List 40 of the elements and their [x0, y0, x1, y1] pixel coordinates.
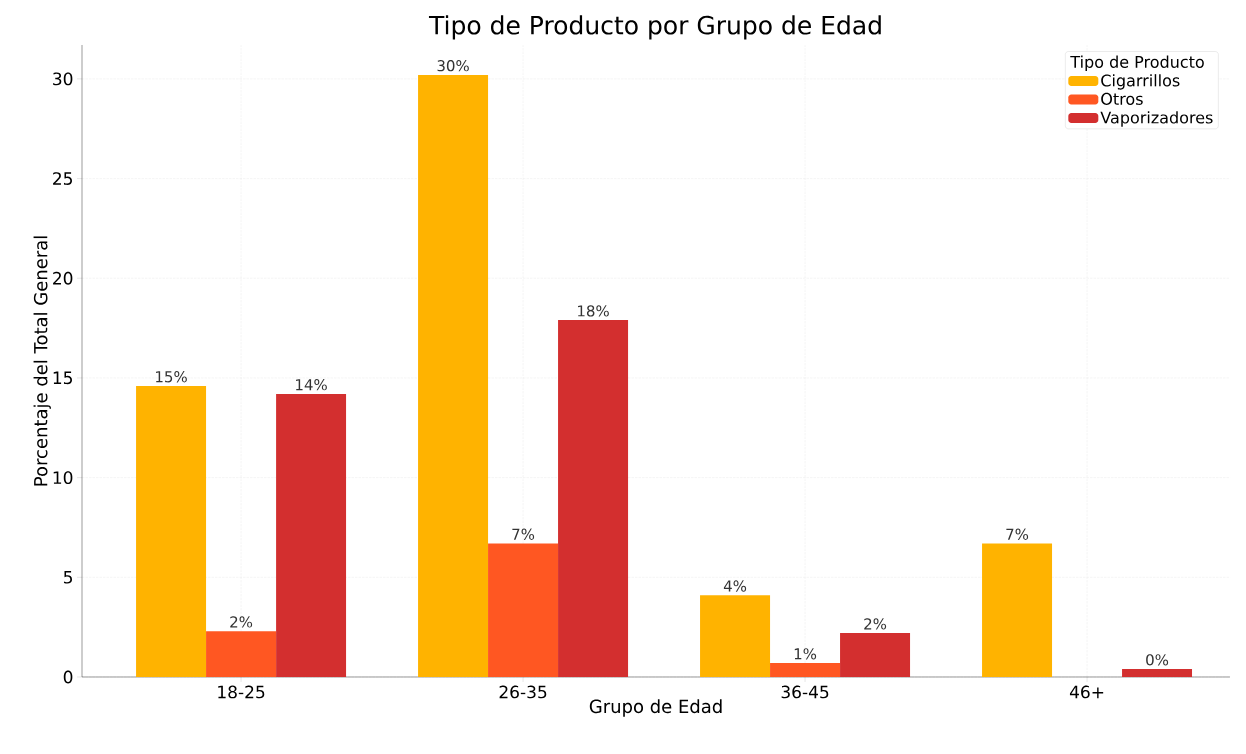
- data-label: 4%: [723, 580, 747, 592]
- data-label: 14%: [296, 379, 327, 391]
- y-tick-label: 25: [53, 172, 72, 185]
- bar: [840, 633, 911, 677]
- data-label: 2%: [230, 616, 253, 628]
- y-axis-title: Porcentaje del Total General: [33, 236, 51, 486]
- x-tick-label: 46+: [1069, 685, 1104, 699]
- data-label: 7%: [1006, 528, 1029, 540]
- bar: [418, 74, 489, 677]
- bar: [1122, 669, 1193, 677]
- bar: [982, 543, 1053, 677]
- y-tick-label: 10: [53, 471, 73, 485]
- chart-title: Tipo de Producto por Grupo de Edad: [428, 15, 881, 40]
- bar: [136, 385, 207, 677]
- x-tick-label: 18-25: [218, 685, 265, 699]
- bar: [558, 320, 629, 677]
- bar: [276, 393, 347, 677]
- y-tick-label: 0: [63, 670, 73, 684]
- bar: [488, 543, 559, 677]
- y-tick-label: 20: [53, 271, 73, 285]
- y-tick-label: 15: [53, 371, 72, 385]
- x-tick-label: 36-45: [781, 685, 829, 699]
- y-tick-label: 30: [53, 72, 73, 86]
- data-label: 0%: [1146, 654, 1169, 666]
- bar: [206, 631, 277, 677]
- legend-label: Otros: [1101, 92, 1143, 105]
- data-label: 30%: [437, 60, 469, 72]
- legend-label: Vaporizadores: [1100, 111, 1213, 127]
- data-label: 15%: [156, 371, 187, 383]
- data-label: 2%: [864, 618, 887, 630]
- legend-label: Cigarrillos: [1101, 74, 1180, 90]
- bar: [770, 663, 841, 677]
- data-label: 7%: [512, 528, 535, 540]
- legend-title: Tipo de Producto: [1070, 55, 1204, 71]
- data-label: 18%: [578, 305, 609, 317]
- x-axis-title: Grupo de Edad: [589, 699, 722, 717]
- x-tick-label: 26-35: [499, 685, 547, 699]
- bar: [700, 595, 771, 677]
- data-label: 1%: [794, 648, 817, 660]
- y-tick-label: 5: [63, 570, 72, 584]
